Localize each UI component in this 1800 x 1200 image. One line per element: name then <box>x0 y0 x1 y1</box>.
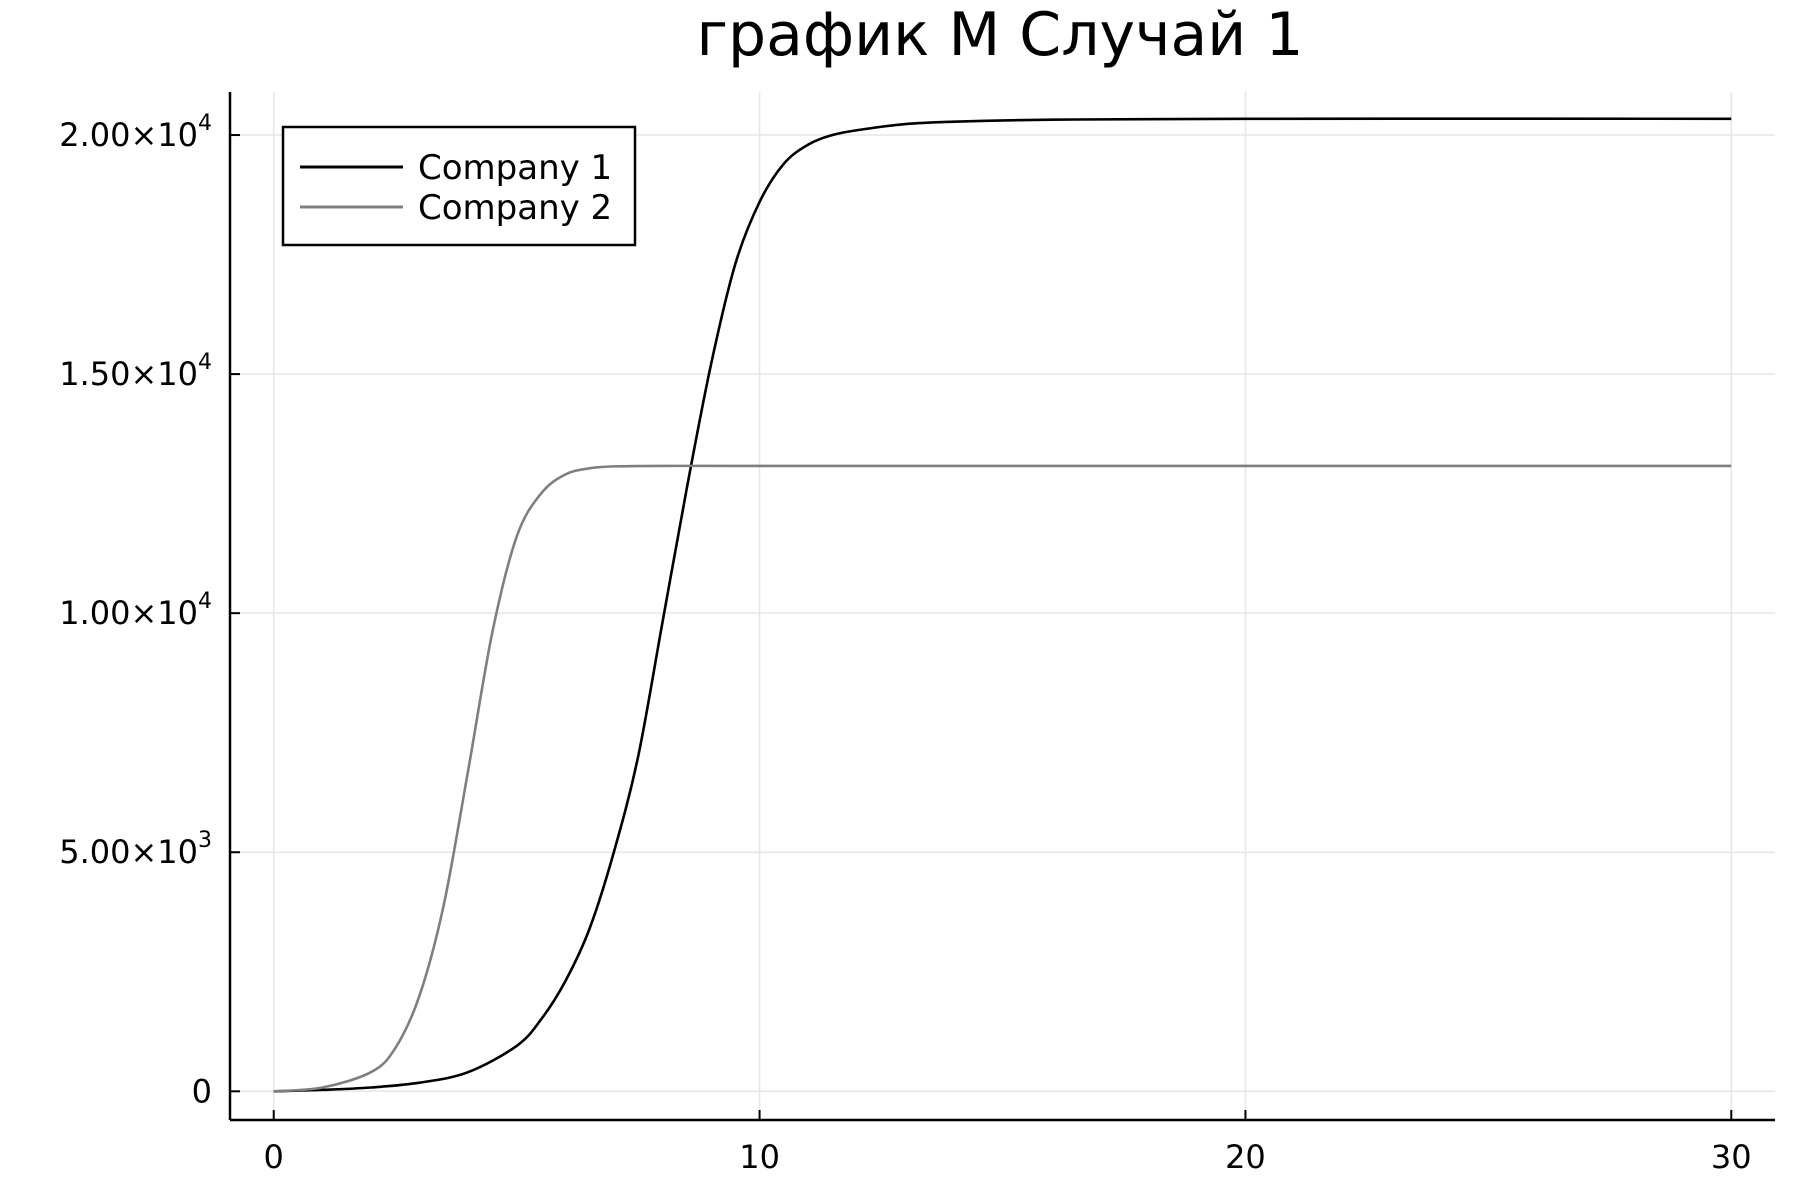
y-tick-label: 0 <box>192 1072 212 1110</box>
x-tick-label: 0 <box>264 1138 284 1176</box>
y-tick-mantissa: 5.00×10 <box>59 833 198 871</box>
y-tick-exponent: 4 <box>198 589 212 614</box>
y-tick-label: 1.00×104 <box>59 589 212 632</box>
x-tick-label: 20 <box>1225 1138 1266 1176</box>
x-tick-label: 10 <box>739 1138 780 1176</box>
y-tick-exponent: 4 <box>198 350 212 375</box>
y-tick-mantissa: 1.00×10 <box>59 594 198 632</box>
chart-title: график M Случай 1 <box>696 0 1303 70</box>
y-tick-label: 2.00×104 <box>59 111 212 154</box>
legend-label: Company 2 <box>418 188 612 228</box>
grid <box>230 92 1775 1120</box>
y-tick-exponent: 3 <box>198 828 212 853</box>
x-axis-ticks: 0 10 20 30 <box>264 1110 1752 1176</box>
series-line-company-2 <box>273 464 1732 1093</box>
y-tick-mantissa: 1.50×10 <box>59 355 198 393</box>
series-line-company-1 <box>273 117 1732 1093</box>
legend-label: Company 1 <box>418 148 612 188</box>
legend-box <box>281 125 637 247</box>
series-group <box>273 117 1732 1093</box>
x-tick-label: 30 <box>1711 1138 1752 1176</box>
y-tick-label: 5.00×103 <box>59 828 212 871</box>
y-tick-mantissa: 0 <box>192 1072 212 1110</box>
y-tick-mantissa: 2.00×10 <box>59 116 198 154</box>
y-tick-label: 1.50×104 <box>59 350 212 393</box>
y-tick-exponent: 4 <box>198 111 212 136</box>
axes <box>228 92 1775 1122</box>
